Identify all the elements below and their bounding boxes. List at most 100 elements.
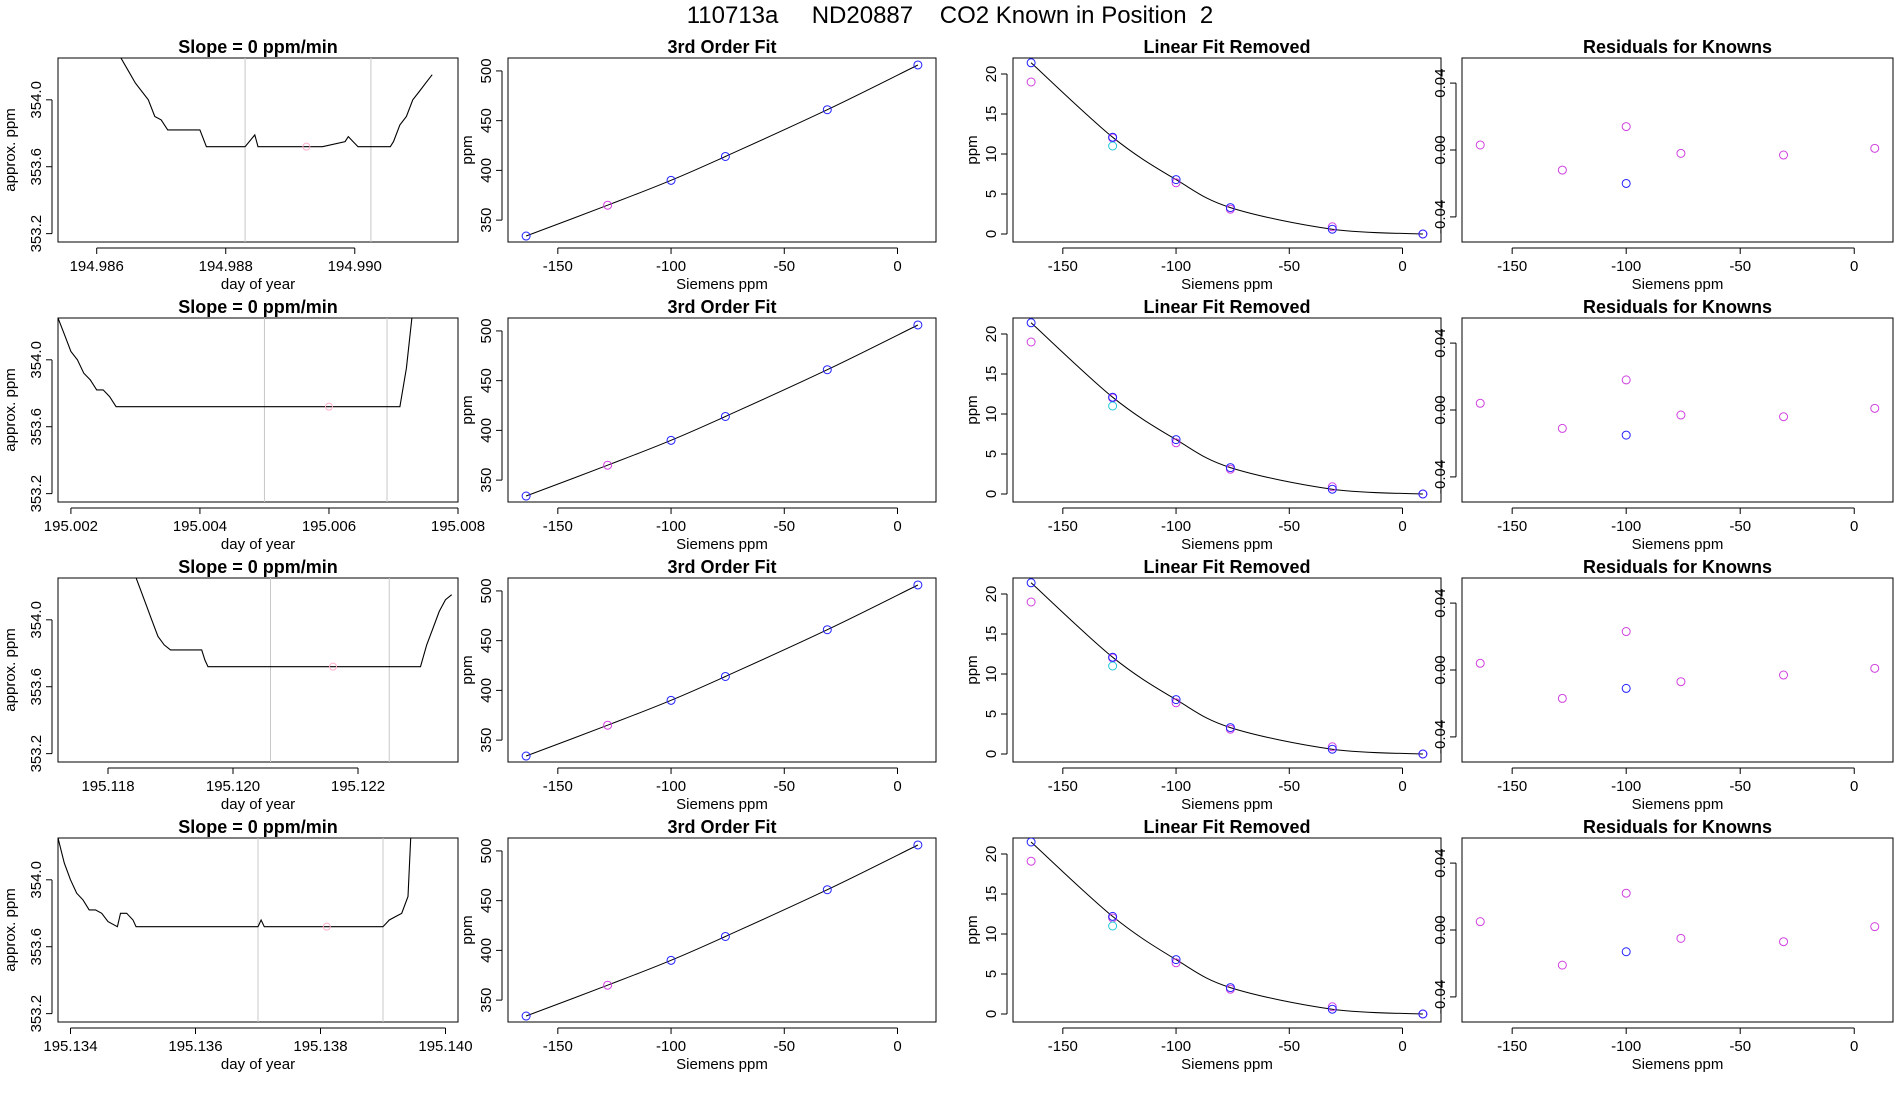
y-axis-label: ppm [459,135,476,164]
x-tick-label: -100 [656,778,686,795]
plot-area [521,580,923,761]
y-tick-label: -0.04 [1432,720,1449,754]
known-point-magenta [1171,698,1181,708]
y-tick-label: 5 [983,970,1000,978]
known-point-magenta [1026,597,1036,607]
chart-panel-3-0: Slope = 0 ppm/min 195.134 195.136 195.138 19… [2,817,473,1073]
y-axis-label: ppm [459,395,476,424]
residual-point [1870,922,1880,932]
x-tick-label: -50 [1729,258,1751,275]
chart-panel-0-3: Residuals for Knowns -150 -100 -50 0 Siemens … [1432,37,1894,293]
y-tick-label: 5 [983,710,1000,718]
residual-point [1676,677,1686,687]
data-point [822,625,832,635]
y-tick-label: 353.6 [28,928,45,966]
plot-area [1026,578,1428,759]
data-point [603,200,613,210]
x-tick-label: -100 [656,1038,686,1055]
x-tick-label: 195.008 [431,518,485,535]
x-tick-label: -50 [1729,778,1751,795]
x-tick-label: 195.122 [331,778,385,795]
plot-area [1475,627,1880,703]
x-axis-label: Siemens ppm [1181,536,1273,553]
y-tick-label: 353.2 [28,475,45,513]
plot-frame [1012,317,1442,503]
x-axis-label: Siemens ppm [676,1056,768,1073]
plot-area [1026,838,1428,1019]
plot-area [1475,122,1880,188]
data-point [913,320,923,330]
data-point [1026,578,1036,588]
chart-panel-2-2: Linear Fit Removed -150 -100 -50 0 Siemens pp… [964,557,1442,813]
chart-panel-0-1: 3rd Order Fit -150 -100 -50 0 Siemens ppm 350 4… [459,37,937,293]
plot-frame [57,317,459,503]
x-tick-label: -100 [656,258,686,275]
residual-point [1779,670,1789,680]
plot-frame [1012,577,1442,763]
concentration-trace [58,838,412,928]
fit-curve [1030,62,1423,235]
chart-panel-3-2: Linear Fit Removed -150 -100 -50 0 Siemens pp… [964,817,1442,1073]
y-tick-label: 15 [983,366,1000,383]
plot-frame [1461,57,1894,243]
plot-area [521,840,923,1021]
plot-frame [1461,317,1894,503]
data-point [1327,744,1337,754]
x-tick-label: -100 [1161,1038,1191,1055]
known-point-cyan [1108,141,1118,151]
residual-point-blue [1621,178,1631,188]
residual-point-blue [1621,683,1631,693]
plot-area [1475,375,1880,440]
y-tick-label: 15 [983,626,1000,643]
y-tick-label: 20 [983,586,1000,603]
plot-area [120,58,433,242]
plot-frame [57,577,459,763]
plot-area [1026,318,1428,499]
data-point [1108,911,1118,921]
x-tick-label: -150 [1048,258,1078,275]
y-axis-label: approx. ppm [2,888,19,971]
panel-title: Residuals for Knowns [1583,817,1772,837]
data-point [1026,58,1036,68]
x-tick-label: 0 [893,258,901,275]
fit-curve [525,64,919,237]
known-point-magenta [1171,178,1181,188]
y-tick-label: 5 [983,450,1000,458]
y-tick-label: 0.04 [1432,848,1449,877]
data-point [521,491,531,501]
x-tick-label: -100 [1611,258,1641,275]
x-tick-label: -50 [1729,1038,1751,1055]
x-tick-label: 0 [893,778,901,795]
data-point [1225,723,1235,733]
residual-point-blue [1621,430,1631,440]
data-point [1108,652,1118,662]
fit-curve [525,324,919,497]
x-tick-label: -50 [773,1038,795,1055]
plot-frame [57,57,459,243]
y-tick-label: 0.00 [1432,395,1449,424]
y-tick-label: 10 [983,406,1000,423]
y-tick-label: 353.6 [28,408,45,446]
x-axis-label: Siemens ppm [676,796,768,813]
x-tick-label: -150 [1497,258,1527,275]
data-point [822,365,832,375]
x-tick-label: 0 [1398,518,1406,535]
y-tick-label: 0 [983,1010,1000,1018]
x-tick-label: 194.986 [70,258,124,275]
plot-area [58,318,413,502]
plot-frame [1012,57,1442,243]
y-tick-label: 20 [983,66,1000,83]
plot-frame [1461,837,1894,1023]
y-tick-label: 350 [478,728,495,753]
data-point [913,580,923,590]
residual-point [1676,933,1686,943]
x-tick-label: 195.118 [81,778,134,795]
y-tick-label: 354.0 [28,341,45,379]
y-tick-label: 20 [983,326,1000,343]
residual-point [1870,663,1880,673]
plot-frame [507,837,937,1023]
known-point-magenta [1171,438,1181,448]
y-tick-label: 400 [478,418,495,443]
data-point [720,411,730,421]
y-tick-label: 0.04 [1432,328,1449,357]
